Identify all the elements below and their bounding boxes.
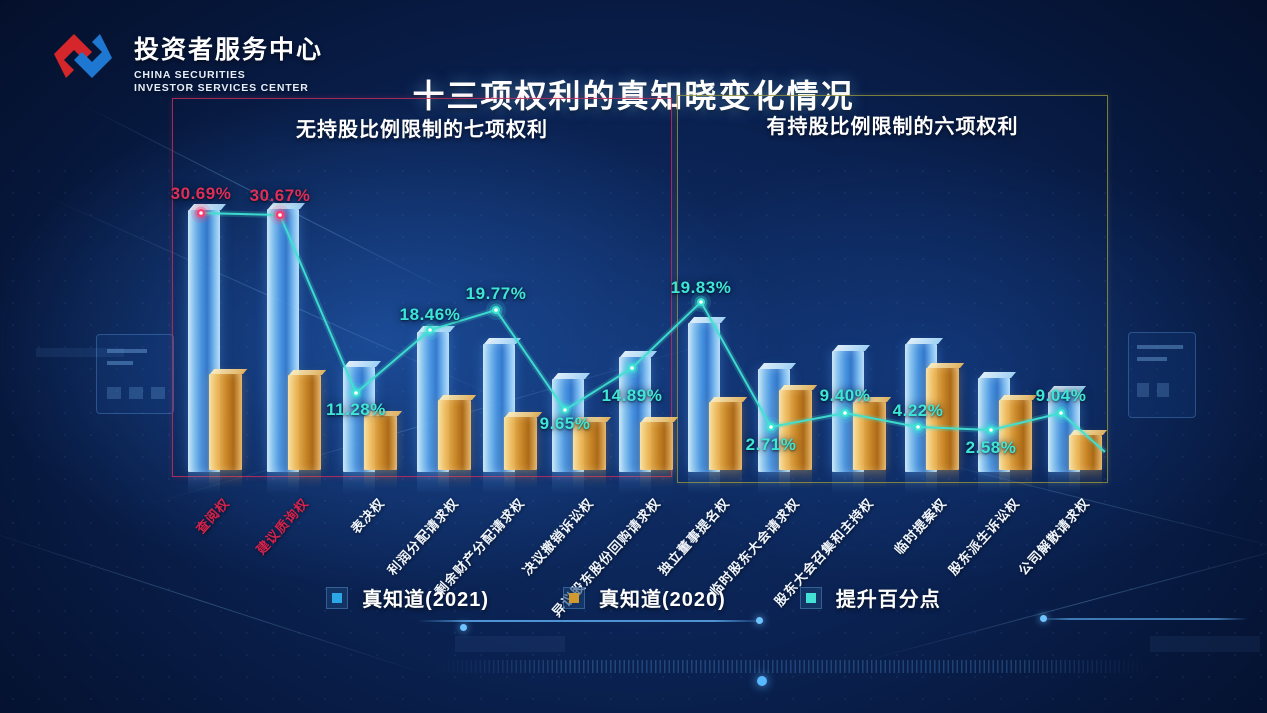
bar-2020-5 [504,417,537,470]
line-value-label-12: 2.58% [965,438,1017,457]
legend-item-2021: 真知道(2021) [326,583,489,612]
org-name-en-1: CHINA SECURITIES [134,69,246,81]
bar-reflection [364,470,397,488]
section-title-no-limit: 无持股比例限制的七项权利 [296,119,548,141]
legend-swatch-2020-icon [563,586,585,609]
bar-reflection [209,470,242,488]
bar-2020-13 [1069,435,1102,470]
bar-2020-2 [288,375,321,470]
bar-reflection [779,470,812,488]
bar-reflection [417,472,449,494]
legend-label-2021: 真知道(2021) [362,589,489,611]
axis-label-11: 临时提案权 [891,495,950,558]
line-value-label-5: 19.77% [465,284,527,303]
line-value-label-4: 18.46% [399,305,461,324]
org-block: 投资者服务中心 CHINA SECURITIES INVESTOR SERVIC… [134,30,323,95]
hud-dot [1040,615,1047,622]
bar-reflection [288,470,321,488]
bar-reflection [438,470,471,488]
bar-reflection [1069,470,1102,488]
bar-reflection [504,470,537,488]
bar-2020-8 [709,402,742,470]
bar-reflection [978,472,1010,494]
bar-reflection [1048,472,1080,494]
legend-label-improvement: 提升百分点 [835,589,941,611]
bar-reflection [905,472,937,494]
legend: 真知道(2021) 真知道(2020) 提升百分点 [0,583,1267,612]
legend-swatch-2021-icon [326,586,349,609]
bar-reflection [832,472,864,494]
logo-red-shape [54,34,92,78]
org-name-cn: 投资者服务中心 [134,36,324,64]
line-value-label-3: 11.28% [326,400,386,419]
line-value-label-7: 14.89% [601,386,663,405]
bar-2020-10 [853,402,886,470]
axis-label-12: 股东派生诉讼权 [945,495,1023,579]
csisc-logo [40,20,126,92]
legend-label-2020: 真知道(2020) [599,589,726,611]
line-value-label-9: 2.71% [745,435,797,454]
line-value-label-6: 9.65% [539,414,591,433]
axis-label-13: 公司解散请求权 [1015,495,1093,579]
legend-item-improvement: 提升百分点 [799,583,941,612]
bar-2020-9 [779,390,812,470]
line-value-label-8: 19.83% [670,278,732,297]
bar-2020-4 [438,400,471,470]
bar-reflection [758,472,790,494]
org-name-en-2: INVESTOR SERVICES CENTER [134,82,309,94]
axis-label-3: 表决权 [348,495,388,537]
bar-reflection [688,472,720,494]
legend-swatch-improvement-icon [799,586,822,609]
axis-label-8: 独立董事提名权 [655,495,733,579]
line-value-label-11: 4.22% [892,401,944,420]
bar-reflection [853,470,886,488]
axis-label-2: 建议质询权 [253,495,312,558]
bar-2020-1 [209,374,242,470]
bar-2020-12 [999,400,1032,470]
hud-dot [460,624,467,631]
bar-reflection [188,472,220,494]
bar-2020-7 [640,422,673,470]
section-title-with-limit: 有持股比例限制的六项权利 [766,116,1019,138]
line-value-label-1: 30.69% [170,184,232,203]
bar-reflection [573,470,606,488]
page-title: 十三项权利的真知晓变化情况 [412,78,855,115]
legend-item-2020: 真知道(2020) [563,583,726,612]
bar-reflection [999,470,1032,488]
bar-reflection [640,470,673,488]
bar-reflection [483,472,515,494]
bar-reflection [926,470,959,488]
line-value-label-2: 30.67% [249,186,311,205]
bar-2020-3 [364,416,397,470]
hud-center-dot [757,676,767,686]
hud-dot [756,617,763,624]
bar-reflection [709,470,742,488]
axis-label-1: 查阅权 [193,495,233,537]
bar-reflection [619,472,651,494]
line-value-label-10: 9.40% [819,386,871,405]
bar-reflection [552,472,584,494]
bar-reflection [343,472,375,494]
bar-reflection [267,472,299,494]
logo-blue-shape [74,34,112,78]
line-value-label-13: 9.04% [1035,386,1087,405]
